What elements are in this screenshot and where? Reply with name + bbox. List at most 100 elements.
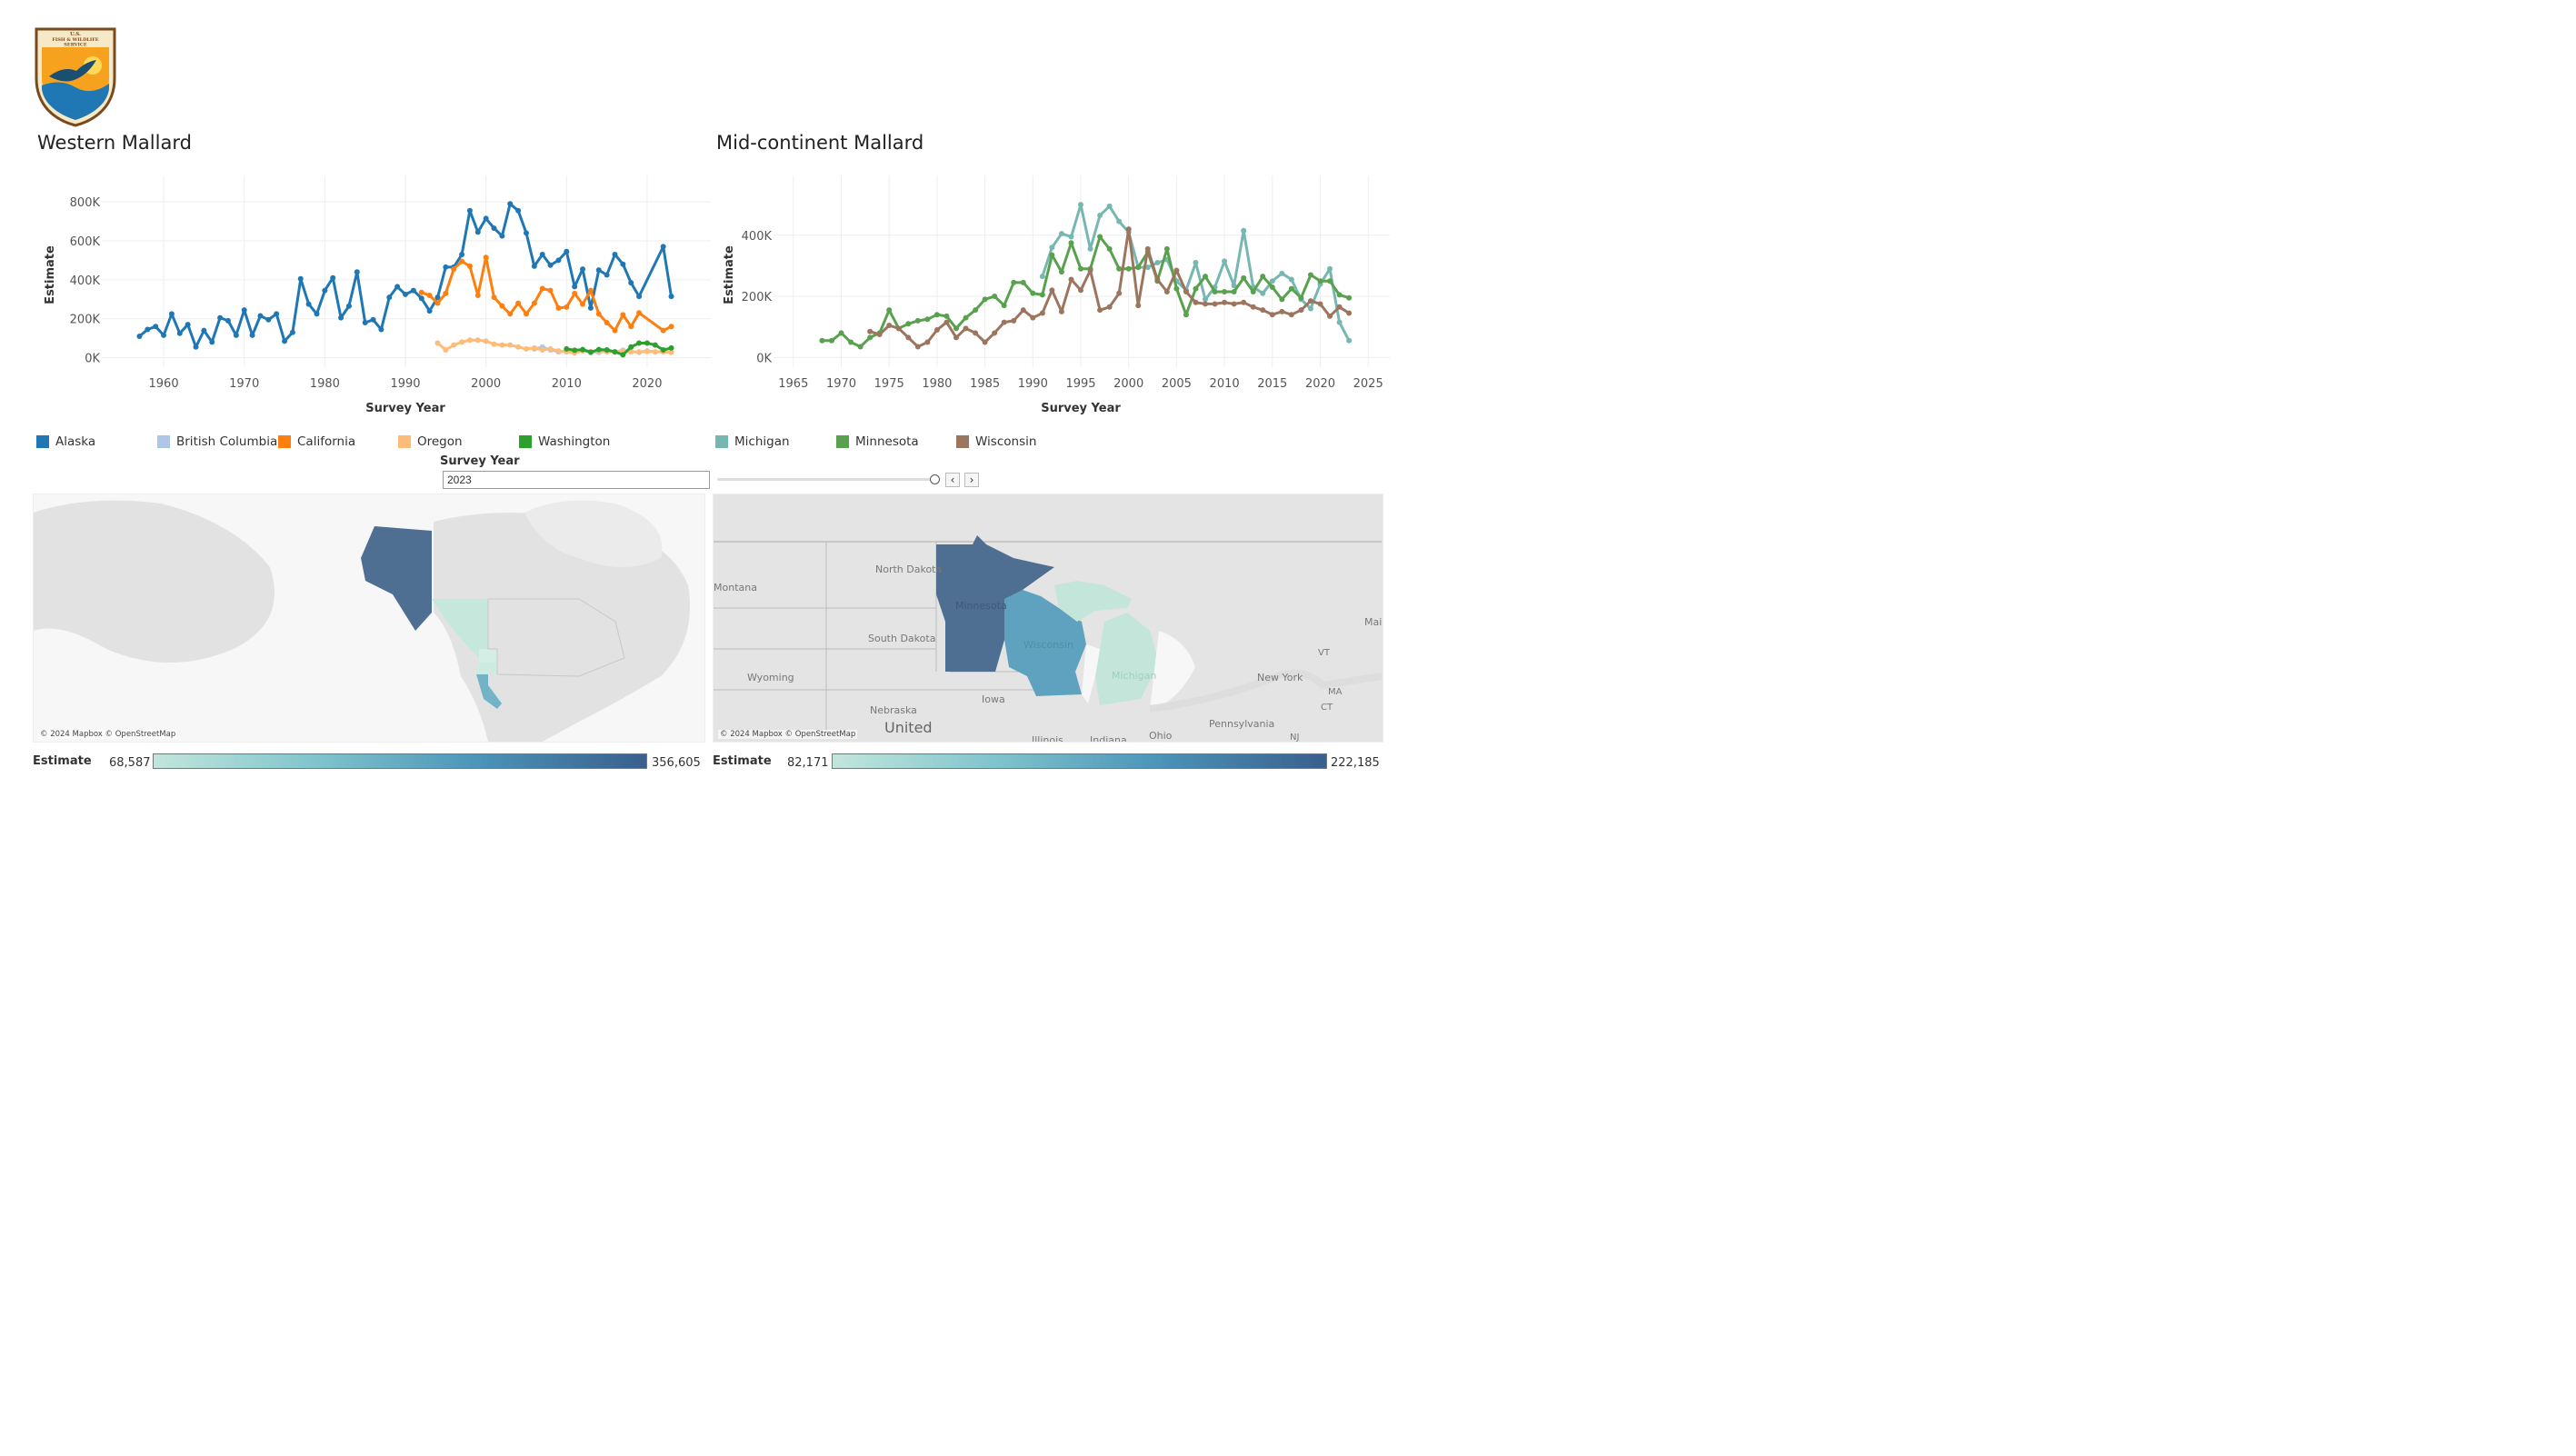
data-point[interactable] — [354, 269, 360, 275]
data-point[interactable] — [434, 294, 441, 301]
data-point[interactable] — [838, 330, 844, 336]
data-point[interactable] — [886, 322, 893, 328]
data-point[interactable] — [1336, 304, 1343, 310]
series-washington[interactable] — [564, 340, 674, 358]
data-point[interactable] — [459, 258, 465, 264]
legend-item-wisconsin[interactable]: Wisconsin — [956, 434, 1036, 449]
data-point[interactable] — [1193, 299, 1199, 305]
data-point[interactable] — [1346, 310, 1353, 316]
data-point[interactable] — [905, 321, 912, 327]
data-point[interactable] — [241, 307, 247, 314]
data-point[interactable] — [265, 316, 272, 323]
data-point[interactable] — [934, 327, 940, 334]
data-point[interactable] — [1222, 299, 1228, 305]
data-point[interactable] — [1068, 234, 1074, 240]
alaska-region[interactable] — [361, 526, 432, 631]
data-point[interactable] — [668, 324, 674, 330]
data-point[interactable] — [1058, 231, 1064, 237]
data-point[interactable] — [305, 301, 312, 307]
data-point[interactable] — [1039, 310, 1045, 316]
data-point[interactable] — [547, 345, 554, 352]
data-point[interactable] — [1307, 272, 1313, 278]
data-point[interactable] — [1269, 278, 1275, 284]
data-point[interactable] — [564, 345, 570, 352]
data-point[interactable] — [176, 330, 183, 336]
data-point[interactable] — [604, 320, 610, 325]
series-line-oregon[interactable] — [436, 338, 673, 354]
data-point[interactable] — [595, 267, 602, 274]
data-point[interactable] — [1116, 265, 1123, 272]
series-minnesota[interactable] — [819, 234, 1353, 350]
data-point[interactable] — [345, 303, 352, 309]
data-point[interactable] — [992, 330, 998, 336]
data-point[interactable] — [1231, 288, 1237, 294]
data-point[interactable] — [1078, 202, 1083, 208]
series-line-california[interactable] — [420, 255, 673, 333]
data-point[interactable] — [857, 344, 864, 350]
data-point[interactable] — [515, 300, 522, 306]
data-point[interactable] — [1183, 288, 1189, 294]
data-point[interactable] — [225, 317, 231, 324]
data-point[interactable] — [451, 342, 457, 348]
data-point[interactable] — [1078, 287, 1083, 294]
data-point[interactable] — [620, 261, 626, 267]
data-point[interactable] — [819, 337, 825, 344]
data-point[interactable] — [474, 229, 481, 235]
data-point[interactable] — [282, 338, 288, 344]
data-point[interactable] — [1279, 308, 1285, 314]
data-point[interactable] — [362, 320, 368, 325]
data-point[interactable] — [1279, 270, 1285, 276]
data-point[interactable] — [1231, 301, 1237, 307]
series-alaska[interactable] — [136, 201, 674, 350]
data-point[interactable] — [136, 334, 143, 339]
data-point[interactable] — [982, 339, 988, 345]
data-point[interactable] — [1011, 279, 1017, 285]
data-point[interactable] — [668, 294, 674, 300]
data-point[interactable] — [1269, 312, 1275, 318]
data-point[interactable] — [1116, 218, 1123, 224]
data-point[interactable] — [459, 339, 465, 345]
data-point[interactable] — [992, 294, 998, 300]
data-point[interactable] — [572, 290, 578, 296]
data-point[interactable] — [1260, 290, 1266, 296]
data-point[interactable] — [539, 285, 545, 292]
data-point[interactable] — [1125, 226, 1132, 233]
data-point[interactable] — [434, 300, 441, 306]
data-point[interactable] — [1336, 292, 1343, 298]
data-point[interactable] — [378, 326, 384, 333]
data-point[interactable] — [1203, 274, 1209, 280]
previous-year-button[interactable]: ‹ — [945, 473, 960, 487]
data-point[interactable] — [322, 287, 328, 294]
data-point[interactable] — [1288, 285, 1294, 292]
data-point[interactable] — [507, 342, 514, 348]
survey-year-input[interactable] — [443, 471, 710, 489]
data-point[interactable] — [1212, 288, 1218, 294]
data-point[interactable] — [1097, 307, 1103, 314]
data-point[interactable] — [1307, 305, 1313, 312]
data-point[interactable] — [443, 347, 449, 353]
data-point[interactable] — [848, 339, 854, 345]
data-point[interactable] — [1260, 274, 1266, 280]
data-point[interactable] — [867, 334, 874, 341]
data-point[interactable] — [1078, 265, 1083, 272]
data-point[interactable] — [886, 307, 893, 314]
data-point[interactable] — [443, 264, 449, 270]
data-point[interactable] — [1222, 258, 1228, 264]
legend-item-british-columbia[interactable]: British Columbia — [157, 434, 277, 449]
data-point[interactable] — [1106, 203, 1113, 209]
wisconsin-region[interactable] — [1004, 590, 1086, 696]
data-point[interactable] — [426, 308, 433, 314]
series-michigan[interactable] — [1039, 202, 1353, 344]
data-point[interactable] — [1020, 279, 1026, 285]
data-point[interactable] — [1288, 312, 1294, 318]
data-point[interactable] — [628, 349, 634, 355]
data-point[interactable] — [628, 280, 634, 286]
data-point[interactable] — [1087, 267, 1093, 274]
data-point[interactable] — [338, 314, 344, 321]
data-point[interactable] — [963, 314, 969, 321]
midcontinent-mallard-map[interactable]: North Dakota Montana South Dakota Wyomin… — [713, 494, 1383, 743]
survey-year-slider-handle[interactable] — [930, 474, 940, 484]
data-point[interactable] — [1068, 276, 1074, 283]
data-point[interactable] — [523, 345, 529, 352]
data-point[interactable] — [1163, 288, 1170, 294]
